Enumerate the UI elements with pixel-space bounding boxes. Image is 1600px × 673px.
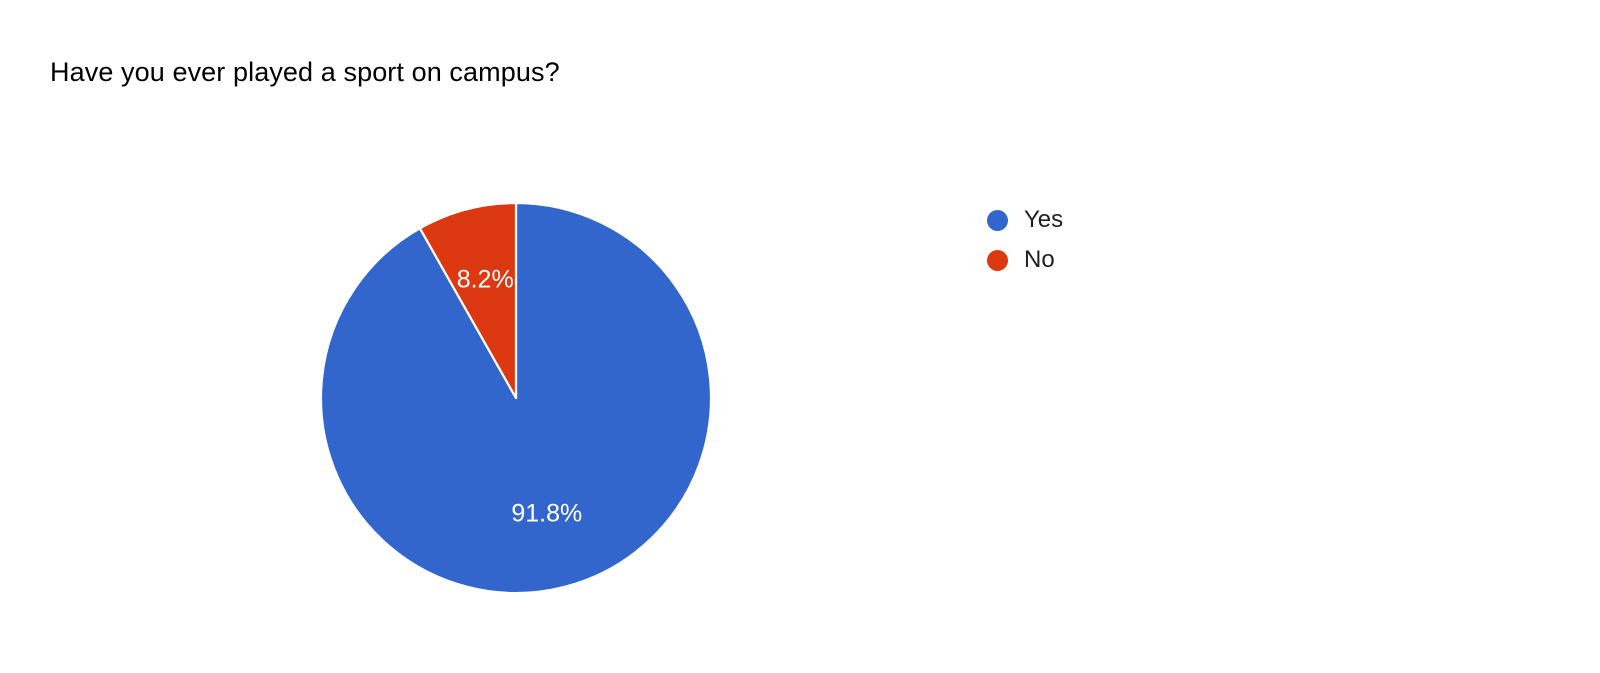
legend-label-no: No [1024, 246, 1055, 273]
chart-title: Have you ever played a sport on campus? [50, 57, 560, 87]
pie-label-no: 8.2% [457, 266, 514, 294]
pie-chart-graphic: 91.8% 8.2% [319, 201, 713, 595]
pie-label-yes: 91.8% [511, 500, 582, 528]
legend-item-yes[interactable]: Yes [987, 200, 1247, 240]
legend-swatch-yes-icon [987, 209, 1008, 231]
legend-item-no[interactable]: No [987, 240, 1247, 280]
legend-label-yes: Yes [1024, 206, 1064, 233]
chart-legend: Yes No [987, 200, 1247, 280]
pie-slice-no[interactable] [418, 201, 518, 400]
legend-swatch-no-icon [987, 249, 1008, 271]
